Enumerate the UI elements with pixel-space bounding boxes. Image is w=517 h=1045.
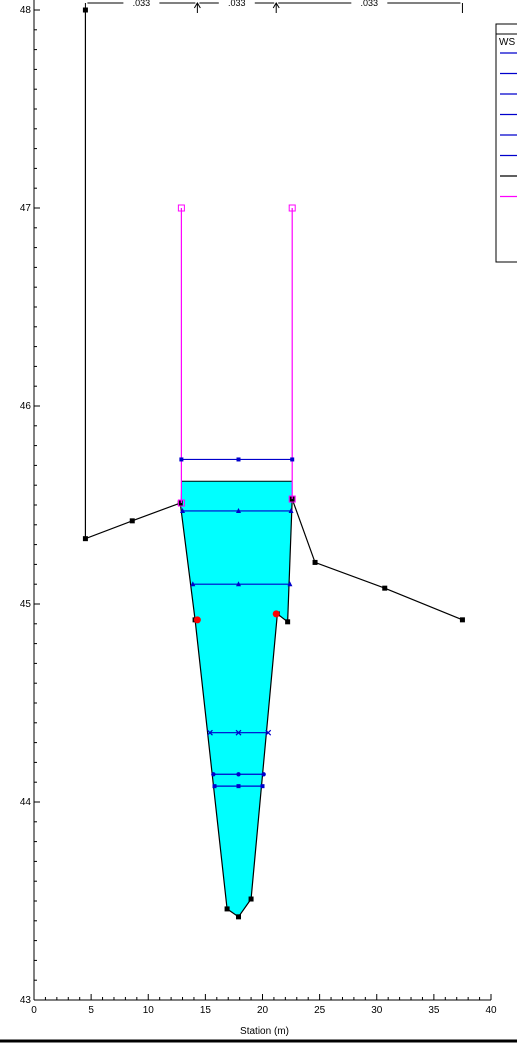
x-tick-labels: 0 5 10 15 20 25 30 35 40 xyxy=(31,1005,497,1016)
bank-station-marker xyxy=(272,610,280,618)
bank-stations xyxy=(193,610,280,624)
levee-walls xyxy=(177,204,296,507)
x-tick-label: 0 xyxy=(31,1005,37,1016)
water-polygon xyxy=(180,481,293,917)
mannings-n-bar: .033 .033 .033 xyxy=(84,0,463,13)
ground-point-marker xyxy=(224,906,230,912)
ground-point-marker xyxy=(382,585,388,591)
x-tick-label: 40 xyxy=(485,1005,497,1016)
mannings-n-label: .033 xyxy=(361,0,379,8)
ground-point-marker xyxy=(459,617,465,623)
water-surface-lines xyxy=(179,457,295,789)
mannings-n-label: .033 xyxy=(228,0,246,8)
ws-point-marker xyxy=(211,772,216,777)
y-tick-label: 45 xyxy=(20,599,32,610)
water-area xyxy=(180,480,293,917)
bank-station-marker xyxy=(193,616,201,624)
y-tick-label: 46 xyxy=(20,401,32,412)
ws-point-marker xyxy=(261,772,266,777)
x-tick-label: 10 xyxy=(143,1005,155,1016)
levee-wall-marker xyxy=(288,495,296,503)
x-tick-label: 25 xyxy=(314,1005,326,1016)
levee-wall-marker xyxy=(177,204,185,212)
legend: WS xyxy=(495,23,517,263)
mannings-boundary-arrow xyxy=(193,2,201,9)
levee-wall-marker xyxy=(177,499,185,507)
ws-point-marker xyxy=(235,729,242,736)
mannings-boundary-arrow xyxy=(272,2,280,9)
x-tick-label: 20 xyxy=(257,1005,269,1016)
y-tick-label: 44 xyxy=(20,797,32,808)
ground-point-marker xyxy=(285,619,291,625)
x-tick-label: 15 xyxy=(200,1005,212,1016)
ws-point-marker xyxy=(190,581,196,587)
x-axis-label: Station (m) xyxy=(240,1026,289,1037)
ws-point-marker xyxy=(236,581,242,587)
ws-point-marker xyxy=(265,729,272,736)
ground-point-marker xyxy=(236,914,242,920)
y-tick-labels: 43 44 45 46 47 48 xyxy=(20,5,32,1006)
x-tick-label: 35 xyxy=(428,1005,440,1016)
x-tick-label: 30 xyxy=(371,1005,383,1016)
y-tick-label: 47 xyxy=(20,203,32,214)
x-tick-label: 5 xyxy=(88,1005,94,1016)
ground-point-marker xyxy=(248,896,254,902)
ws-point-marker xyxy=(207,729,213,736)
ground-point-marker xyxy=(82,536,88,542)
ws-point-marker xyxy=(180,507,186,513)
ws-point-marker xyxy=(212,784,217,789)
ws-point-marker xyxy=(236,784,241,789)
ws-point-marker xyxy=(236,457,241,462)
y-tick-label: 48 xyxy=(20,5,32,16)
legend-entry-label: WS xyxy=(499,37,515,48)
ground-point-marker xyxy=(312,559,318,565)
mannings-n-label: .033 xyxy=(133,0,151,8)
ground-profile xyxy=(82,7,465,920)
ws-point-marker xyxy=(179,457,184,462)
ws-point-marker xyxy=(236,772,241,777)
levee-wall-marker xyxy=(288,204,296,212)
legend-box xyxy=(495,23,517,263)
ground-point-marker xyxy=(177,500,183,506)
ws-point-marker xyxy=(288,507,294,513)
ground-line xyxy=(84,10,463,918)
ws-point-marker xyxy=(260,784,265,789)
y-tick-label: 43 xyxy=(20,995,32,1006)
ws-point-marker xyxy=(236,507,242,513)
ground-point-marker xyxy=(129,518,135,524)
ws-point-marker xyxy=(287,581,293,587)
ws-point-marker xyxy=(290,457,295,462)
